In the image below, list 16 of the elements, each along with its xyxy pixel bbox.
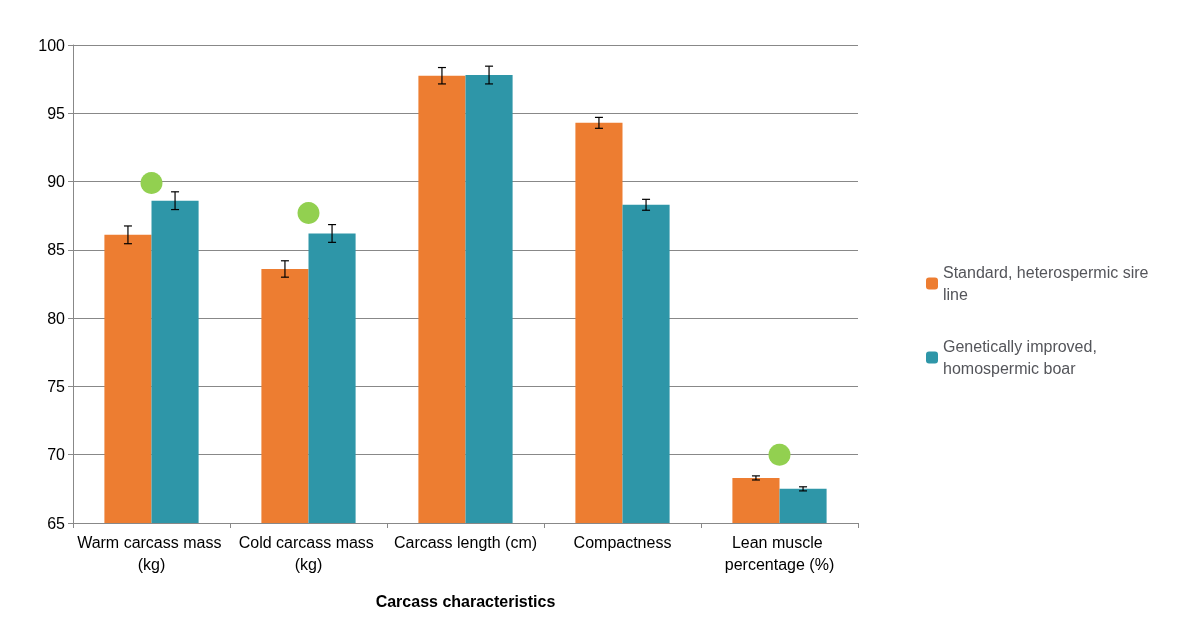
y-tick-label: 80 — [47, 309, 66, 327]
y-tick-label: 95 — [47, 104, 66, 122]
x-tick-label: Warm carcass mass (kg) — [77, 533, 226, 573]
legend-label: Standard, heterospermic sire line — [943, 264, 1153, 303]
x-tick-label: Carcass length (cm) — [393, 533, 538, 551]
x-tick-label: Compactness — [573, 533, 672, 551]
y-tick-label: 100 — [38, 36, 66, 54]
y-tick-label: 90 — [47, 173, 66, 191]
x-tick-label: Cold carcass mass (kg) — [238, 533, 379, 573]
y-tick-label: 65 — [47, 514, 66, 532]
y-tick-label: 75 — [47, 377, 66, 395]
y-tick-label: 85 — [47, 241, 66, 259]
y-tick-label: 70 — [47, 446, 66, 464]
legend-label: Genetically improved, homospermic boar — [943, 338, 1102, 377]
x-tick-label: Lean muscle percentage (%) — [724, 533, 835, 573]
x-axis-title: Carcass characteristics — [375, 592, 556, 610]
